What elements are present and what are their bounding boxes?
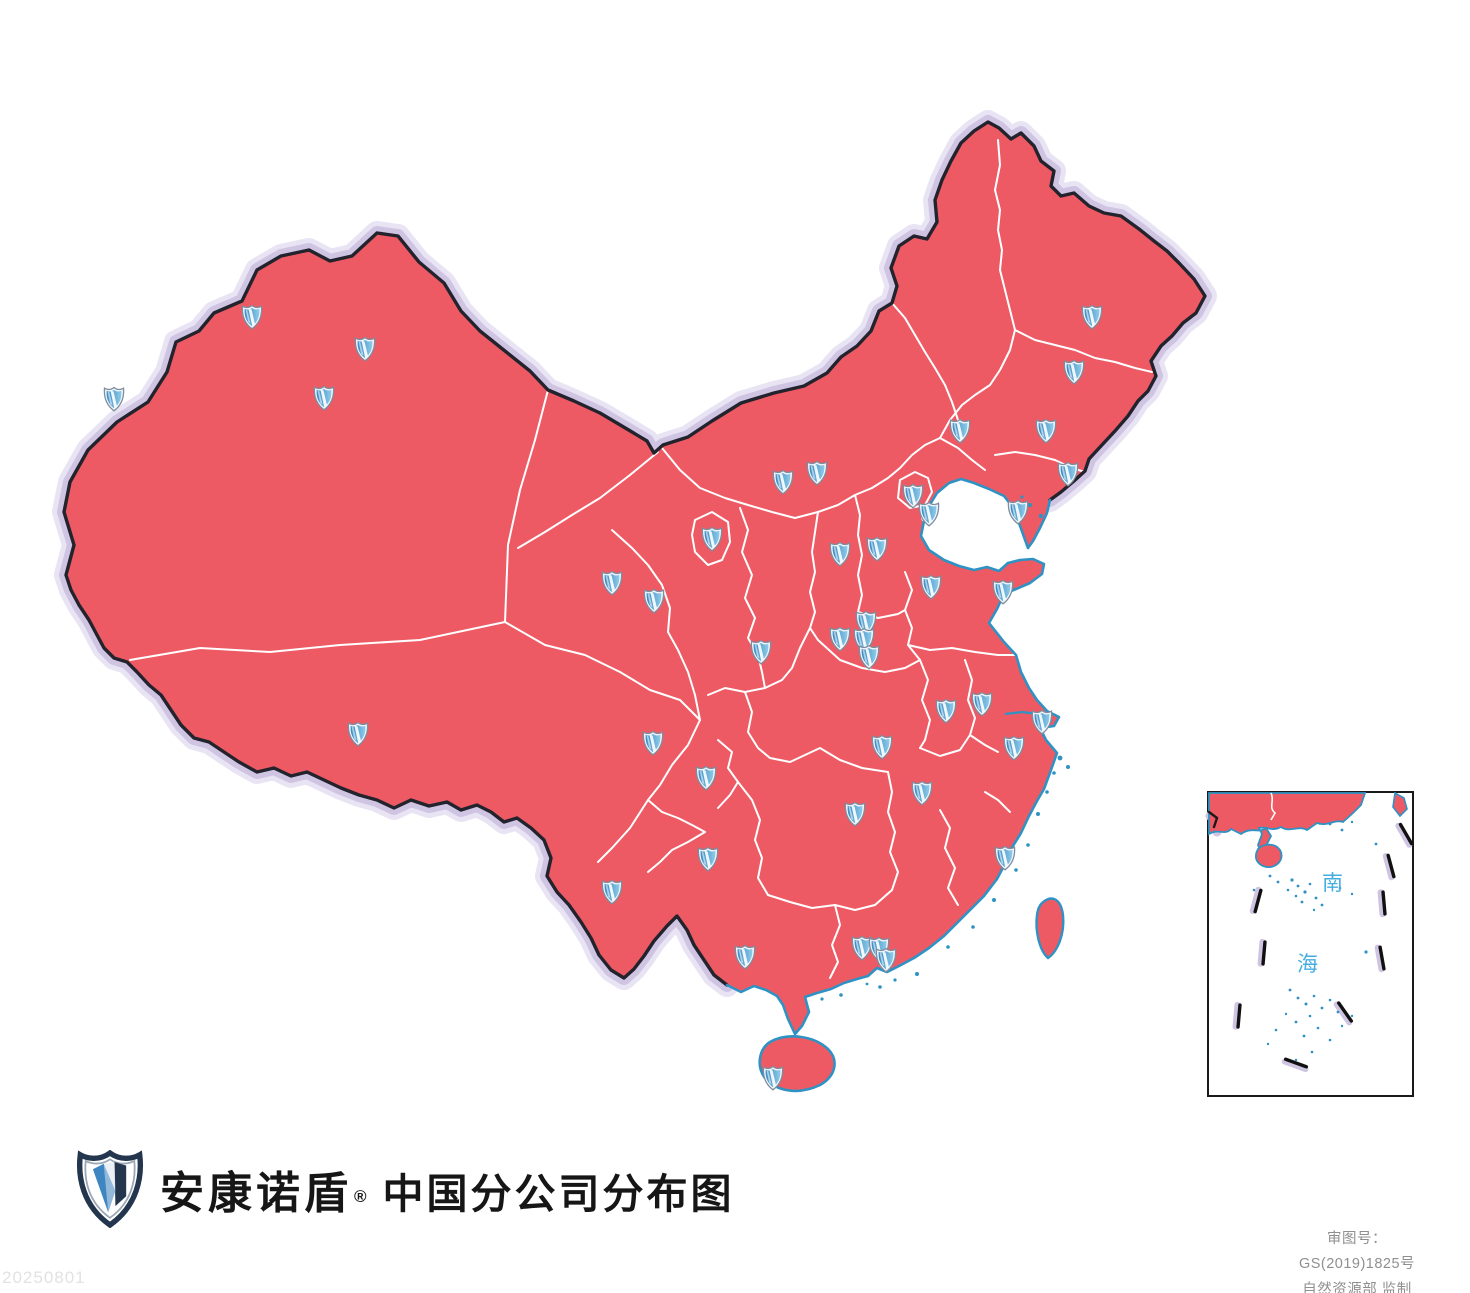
legend-title: 安康诺盾 ® 中国分公司分布图 [74, 1150, 735, 1228]
inset-pearl-river [1270, 792, 1277, 821]
inset-national-border [1207, 810, 1219, 829]
approval-authority: 自然资源部 监制 [1302, 1281, 1412, 1293]
inset-islets [1252, 820, 1378, 1062]
title-suffix: 中国分公司分布图 [382, 1171, 735, 1217]
inset-mainland [1208, 792, 1367, 859]
brand-name: 安康诺盾 [160, 1169, 352, 1218]
company-logo-shield-icon [77, 1150, 143, 1228]
inset-taiwan [1392, 791, 1408, 818]
date-watermark: 20250801 [2, 1268, 86, 1287]
inset-frame [1207, 791, 1414, 1097]
south-china-sea-inset: 南 海 [1205, 791, 1414, 1097]
inset-label-sea: 海 [1297, 953, 1320, 976]
mainland-group [52, 110, 1217, 1036]
map-approval-note: 审图号：GS(2019)1825号 自然资源部 监制 [1282, 1227, 1432, 1293]
national-border [62, 120, 1207, 987]
coastline [725, 477, 1061, 1036]
map-title: 安康诺盾 ® 中国分公司分布图 [160, 1157, 735, 1221]
inset-hainan [1255, 843, 1283, 868]
china-mainland [64, 122, 1205, 1034]
registered-trademark-symbol: ® [354, 1186, 367, 1206]
inset-label-south: 南 [1322, 872, 1345, 895]
taiwan-island [1035, 897, 1065, 960]
coastal-islets [820, 495, 1070, 1001]
nine-dash-line [1232, 822, 1414, 1073]
approval-number: 审图号：GS(2019)1825号 [1298, 1231, 1416, 1273]
